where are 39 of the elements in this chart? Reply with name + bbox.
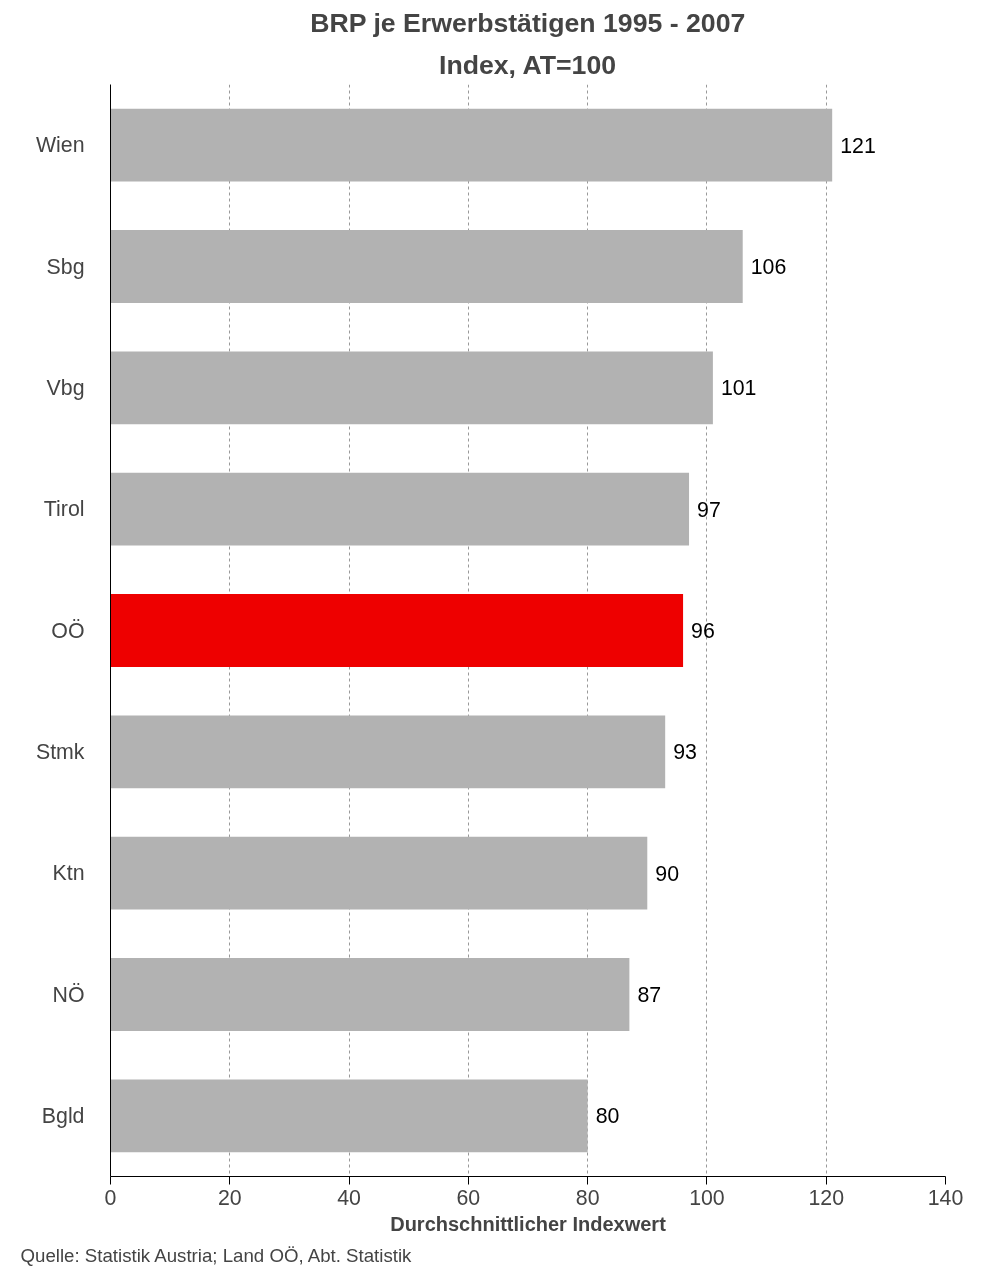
- x-tick-label: 20: [217, 1185, 242, 1210]
- bar: [110, 472, 690, 546]
- x-tick-label: 40: [337, 1185, 362, 1210]
- bar: [110, 715, 666, 789]
- bar: [110, 594, 684, 667]
- bar: [110, 230, 743, 303]
- data-label: 93: [673, 740, 697, 765]
- bar: [110, 108, 833, 182]
- data-label: 80: [595, 1104, 620, 1129]
- x-tick-label: 0: [104, 1185, 117, 1210]
- chart-title: BRP je Erwerbstätigen 1995 - 2007: [310, 7, 746, 38]
- y-tick-label: Tirol: [43, 497, 85, 522]
- data-label: 101: [720, 376, 757, 401]
- x-tick-label: 100: [689, 1185, 725, 1210]
- y-tick-label: Ktn: [52, 861, 85, 886]
- bar: [110, 836, 648, 910]
- data-label: 90: [655, 861, 680, 886]
- y-tick-label: Vbg: [46, 375, 85, 400]
- bar: [110, 958, 630, 1031]
- x-tick-label: 60: [456, 1185, 481, 1210]
- bar: [110, 351, 713, 425]
- y-tick-label: NÖ: [52, 982, 85, 1007]
- bar: [110, 1079, 588, 1153]
- x-tick-label: 80: [575, 1185, 600, 1210]
- y-tick-label: Wien: [35, 133, 85, 158]
- data-label: 96: [691, 619, 715, 643]
- y-tick-label: Bgld: [41, 1103, 85, 1128]
- x-axis-title: Durchschnittlicher Indexwert: [390, 1212, 667, 1235]
- data-label: 106: [750, 255, 787, 279]
- source-note: Quelle: Statistik Austria; Land OÖ, Abt. Statistik: [20, 1244, 413, 1266]
- data-label: 121: [840, 133, 876, 158]
- data-label: 97: [697, 497, 721, 522]
- y-tick-label: OÖ: [51, 618, 85, 643]
- data-label: 87: [637, 983, 662, 1007]
- y-tick-label: Sbg: [46, 254, 85, 279]
- x-tick-label: 120: [808, 1185, 845, 1210]
- chart-subtitle: Index, AT=100: [438, 49, 617, 80]
- y-tick-label: Stmk: [35, 739, 85, 764]
- x-tick-label: 140: [927, 1185, 964, 1210]
